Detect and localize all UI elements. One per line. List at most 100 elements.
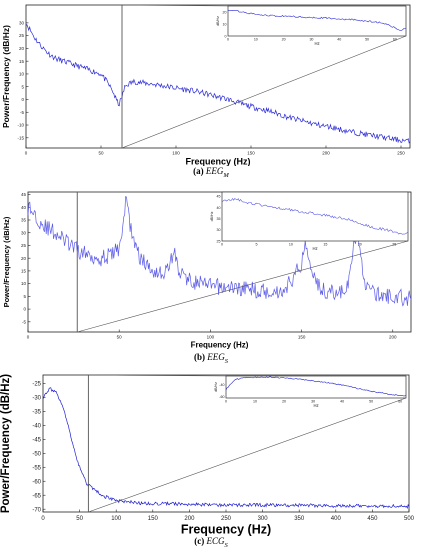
chart-b-caption-text: EEG — [207, 352, 225, 362]
chart-c-inset-x-tick-label: 60 — [398, 400, 402, 404]
chart-a-y-tick-label: 5 — [21, 84, 24, 89]
chart-a-y-tick-label: -5 — [20, 110, 24, 115]
chart-a-x-tick-label: 200 — [322, 151, 330, 156]
chart-b-inset-y-tick-label: 30 — [217, 228, 221, 232]
chart-b-y-tick-label: 45 — [21, 192, 27, 197]
chart-b-x-tick-label: 0 — [27, 335, 30, 340]
chart-c-inset-x-tick-label: 0 — [225, 400, 227, 404]
chart-b-x-tick-label: 200 — [389, 335, 397, 340]
chart-b-inset-x-tick-label: 0 — [221, 243, 223, 247]
chart-a-inset-x-tick-label: 40 — [337, 38, 341, 42]
chart-b-x-tick-label: 100 — [207, 335, 215, 340]
chart-b-inset-frame — [221, 191, 409, 242]
chart-a-x-tick-label: 50 — [98, 151, 104, 156]
chart-a-x-tick-label: 150 — [247, 151, 255, 156]
chart-a-x-tick-label: 250 — [397, 151, 405, 156]
chart-b-y-tick-label: 30 — [21, 230, 27, 235]
chart-a-inset-y-tick-label: 0 — [225, 34, 227, 38]
chart-c-inset-y-tick-label: -40 — [219, 383, 224, 387]
chart-c-inset-x-tick-label: 10 — [253, 400, 257, 404]
chart-b-y-axis-label: Power/Frequency (dB/Hz) — [2, 216, 11, 307]
chart-b-caption: (b) EEGS — [0, 352, 422, 365]
chart-a-inset-x-tick-label: 30 — [309, 38, 313, 42]
chart-a-svg: 0 50 100 150 200 250-15-10-5051015202530Frequ… — [1, 4, 411, 167]
chart-a-inset-x-tick-label: 50 — [365, 38, 369, 42]
chart-c-x-tick-label: 200 — [184, 516, 195, 522]
chart-b-zoom-connector — [77, 240, 409, 333]
chart-c-y-tick-label: -65 — [32, 493, 41, 499]
chart-b-inset-x-tick-label: 25 — [392, 243, 396, 247]
chart-b-y-tick-label: 15 — [21, 268, 27, 273]
chart-a-y-tick-label: 0 — [21, 97, 24, 102]
chart-b-inset-x-tick-label: 20 — [358, 243, 362, 247]
chart-c-svg: 0 50 100 150 200 250 300 350 400 450 500-70-65-60-… — [0, 374, 415, 537]
chart-a-y-tick-label: -10 — [17, 123, 24, 128]
chart-c-inset-y-tick-label: -60 — [219, 395, 224, 399]
chart-b-y-tick-label: 40 — [21, 205, 27, 210]
chart-a-y-tick-label: 20 — [19, 46, 25, 51]
chart-c-series-line — [42, 387, 410, 509]
chart-a-caption: (a) EEGM — [0, 166, 422, 179]
chart-panel-a: 0 50 100 150 200 250 -15 -10 -5 0 5 10 15 20 25 30 Frequ… — [0, 0, 422, 180]
chart-b-caption-sub: S — [224, 357, 228, 365]
chart-c-inset-frame — [225, 375, 407, 399]
chart-b-y-tick-label: 35 — [21, 218, 27, 223]
chart-b-inset-x-tick-label: 10 — [289, 243, 293, 247]
chart-c-caption-sub: S — [224, 541, 228, 549]
chart-b-y-tick-label: 20 — [21, 256, 27, 261]
chart-c-inset-x-tick-label: 20 — [282, 400, 286, 404]
chart-c-y-tick-label: -60 — [32, 479, 41, 485]
chart-a-inset-series-line — [227, 9, 407, 31]
chart-b-y-tick-label: 10 — [21, 281, 27, 286]
chart-c-x-tick-label: 350 — [294, 516, 305, 522]
chart-a-y-tick-label: -15 — [17, 135, 24, 140]
chart-a-caption-label: (a) — [193, 166, 204, 176]
chart-a-x-tick-label: 0 — [25, 151, 28, 156]
chart-b-x-tick-label: 150 — [298, 335, 306, 340]
chart-c-x-tick-label: 250 — [221, 516, 232, 522]
chart-b-inset-y-tick-label: 40 — [217, 206, 221, 210]
chart-b-inset-series-line — [221, 197, 409, 235]
chart-c-y-tick-label: -70 — [32, 507, 41, 513]
chart-c-caption-text: ECG — [206, 536, 225, 546]
chart-c-y-tick-label: -35 — [32, 409, 41, 415]
chart-a-inset-y-tick-label: 10 — [223, 22, 227, 26]
chart-b-inset-y-tick-label: 35 — [217, 217, 221, 221]
chart-c-x-tick-label: 500 — [404, 516, 415, 522]
chart-c-y-tick-label: -25 — [32, 381, 41, 387]
chart-c-caption: (c) ECGS — [0, 536, 422, 549]
chart-a-caption-sub: M — [223, 171, 229, 179]
chart-c-x-tick-label: 100 — [111, 516, 122, 522]
chart-c-y-tick-label: -30 — [32, 395, 41, 401]
chart-c-inset-x-tick-label: 30 — [311, 400, 315, 404]
chart-b-y-tick-label: 0 — [23, 307, 26, 312]
chart-c-inset-series-line — [225, 376, 407, 397]
chart-a-plot-frame — [25, 4, 411, 149]
chart-a-inset-x-tick-label: 20 — [282, 38, 286, 42]
chart-b-inset-y-axis-label: dB/Hz — [210, 211, 214, 221]
chart-a-inset-x-tick-label: 10 — [254, 38, 258, 42]
chart-a-inset-x-axis-label: Hz — [314, 41, 319, 46]
chart-c-zoom-connector-top — [88, 374, 227, 377]
chart-b-x-axis-label: Frequency (Hz) — [191, 341, 249, 350]
chart-a-series-line — [25, 24, 411, 144]
chart-b-caption-label: (b) — [194, 352, 205, 362]
chart-a-y-tick-label: 15 — [19, 59, 25, 64]
chart-c-inset-x-tick-label: 40 — [340, 400, 344, 404]
chart-a-x-axis-label: Frequency (Hz) — [185, 157, 250, 167]
chart-panel-b: 0 50 100 150 200 -5 0 5 10 15 20 25 30 35 40 45 Frequenc… — [0, 186, 422, 366]
chart-c-x-tick-label: 150 — [148, 516, 159, 522]
chart-c-y-tick-label: -45 — [32, 437, 41, 443]
chart-a-y-tick-label: 30 — [19, 20, 25, 25]
chart-c-x-tick-label: 400 — [331, 516, 342, 522]
chart-c-x-axis-label: Frequency (Hz) — [181, 523, 271, 537]
chart-c-y-tick-label: -50 — [32, 451, 41, 457]
chart-c-x-tick-label: 0 — [41, 516, 45, 522]
chart-b-inset-x-tick-label: 15 — [323, 243, 327, 247]
chart-b-inset-x-axis-label: Hz — [312, 246, 317, 251]
chart-b-y-tick-label: 25 — [21, 243, 27, 248]
chart-c-inset-y-axis-label: dB/Hz — [214, 382, 218, 392]
chart-c-y-tick-label: -40 — [32, 423, 41, 429]
chart-c-y-tick-label: -55 — [32, 465, 41, 471]
chart-b-y-tick-label: -5 — [22, 319, 26, 324]
